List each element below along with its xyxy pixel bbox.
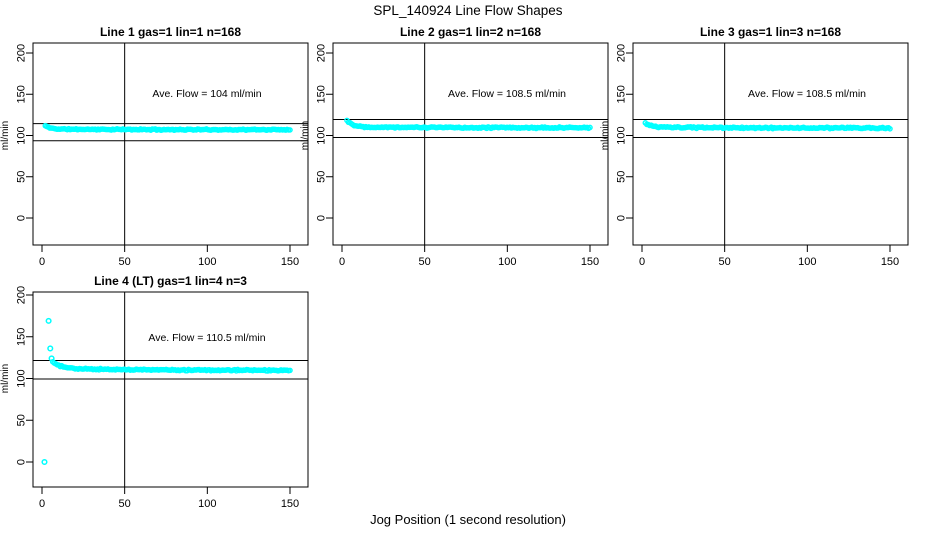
svg-text:150: 150 (281, 498, 299, 510)
plot3-title: Line 3 gas=1 lin=3 n=168 (699, 25, 842, 39)
svg-text:200: 200 (16, 286, 28, 304)
svg-text:150: 150 (616, 85, 628, 103)
svg-text:100: 100 (798, 256, 816, 268)
svg-text:100: 100 (198, 498, 216, 510)
svg-text:50: 50 (119, 498, 131, 510)
x-axis-label: Jog Position (1 second resolution) (370, 512, 566, 527)
svg-text:50: 50 (419, 256, 431, 268)
svg-text:100: 100 (16, 126, 28, 144)
svg-text:150: 150 (316, 85, 328, 103)
svg-text:100: 100 (498, 256, 516, 268)
svg-text:50: 50 (16, 414, 28, 426)
svg-text:ml/min: ml/min (300, 121, 311, 150)
svg-text:0: 0 (339, 256, 345, 268)
svg-text:0: 0 (316, 215, 328, 221)
svg-text:0: 0 (39, 256, 45, 268)
plot4-ave-flow-label: Ave. Flow = 110.5 ml/min (148, 332, 266, 344)
figure-title: SPL_140924 Line Flow Shapes (373, 3, 563, 18)
svg-text:0: 0 (16, 215, 28, 221)
svg-text:150: 150 (16, 85, 28, 103)
svg-text:200: 200 (316, 44, 328, 62)
svg-text:50: 50 (119, 256, 131, 268)
svg-text:100: 100 (616, 126, 628, 144)
svg-text:50: 50 (16, 171, 28, 183)
svg-text:0: 0 (616, 215, 628, 221)
svg-text:150: 150 (281, 256, 299, 268)
plot1-title: Line 1 gas=1 lin=1 n=168 (99, 25, 242, 39)
svg-text:100: 100 (16, 369, 28, 387)
plot2-title: Line 2 gas=1 lin=2 n=168 (399, 25, 542, 39)
svg-text:0: 0 (16, 459, 28, 465)
svg-text:100: 100 (198, 256, 216, 268)
svg-text:150: 150 (16, 328, 28, 346)
plot4-title: Line 4 (LT) gas=1 lin=4 n=3 (94, 274, 247, 288)
svg-text:0: 0 (639, 256, 645, 268)
svg-text:200: 200 (16, 44, 28, 62)
svg-text:150: 150 (581, 256, 599, 268)
plot1-ave-flow-label: Ave. Flow = 104 ml/min (152, 88, 262, 100)
svg-text:50: 50 (719, 256, 731, 268)
svg-text:100: 100 (316, 126, 328, 144)
svg-text:150: 150 (881, 256, 899, 268)
svg-text:50: 50 (316, 171, 328, 183)
svg-text:ml/min: ml/min (0, 364, 11, 393)
plot3-ave-flow-label: Ave. Flow = 108.5 ml/min (748, 88, 866, 100)
svg-text:ml/min: ml/min (600, 121, 611, 150)
svg-text:0: 0 (39, 498, 45, 510)
svg-text:ml/min: ml/min (0, 121, 11, 150)
svg-text:200: 200 (616, 44, 628, 62)
plot2-ave-flow-label: Ave. Flow = 108.5 ml/min (448, 88, 566, 100)
svg-text:50: 50 (616, 171, 628, 183)
